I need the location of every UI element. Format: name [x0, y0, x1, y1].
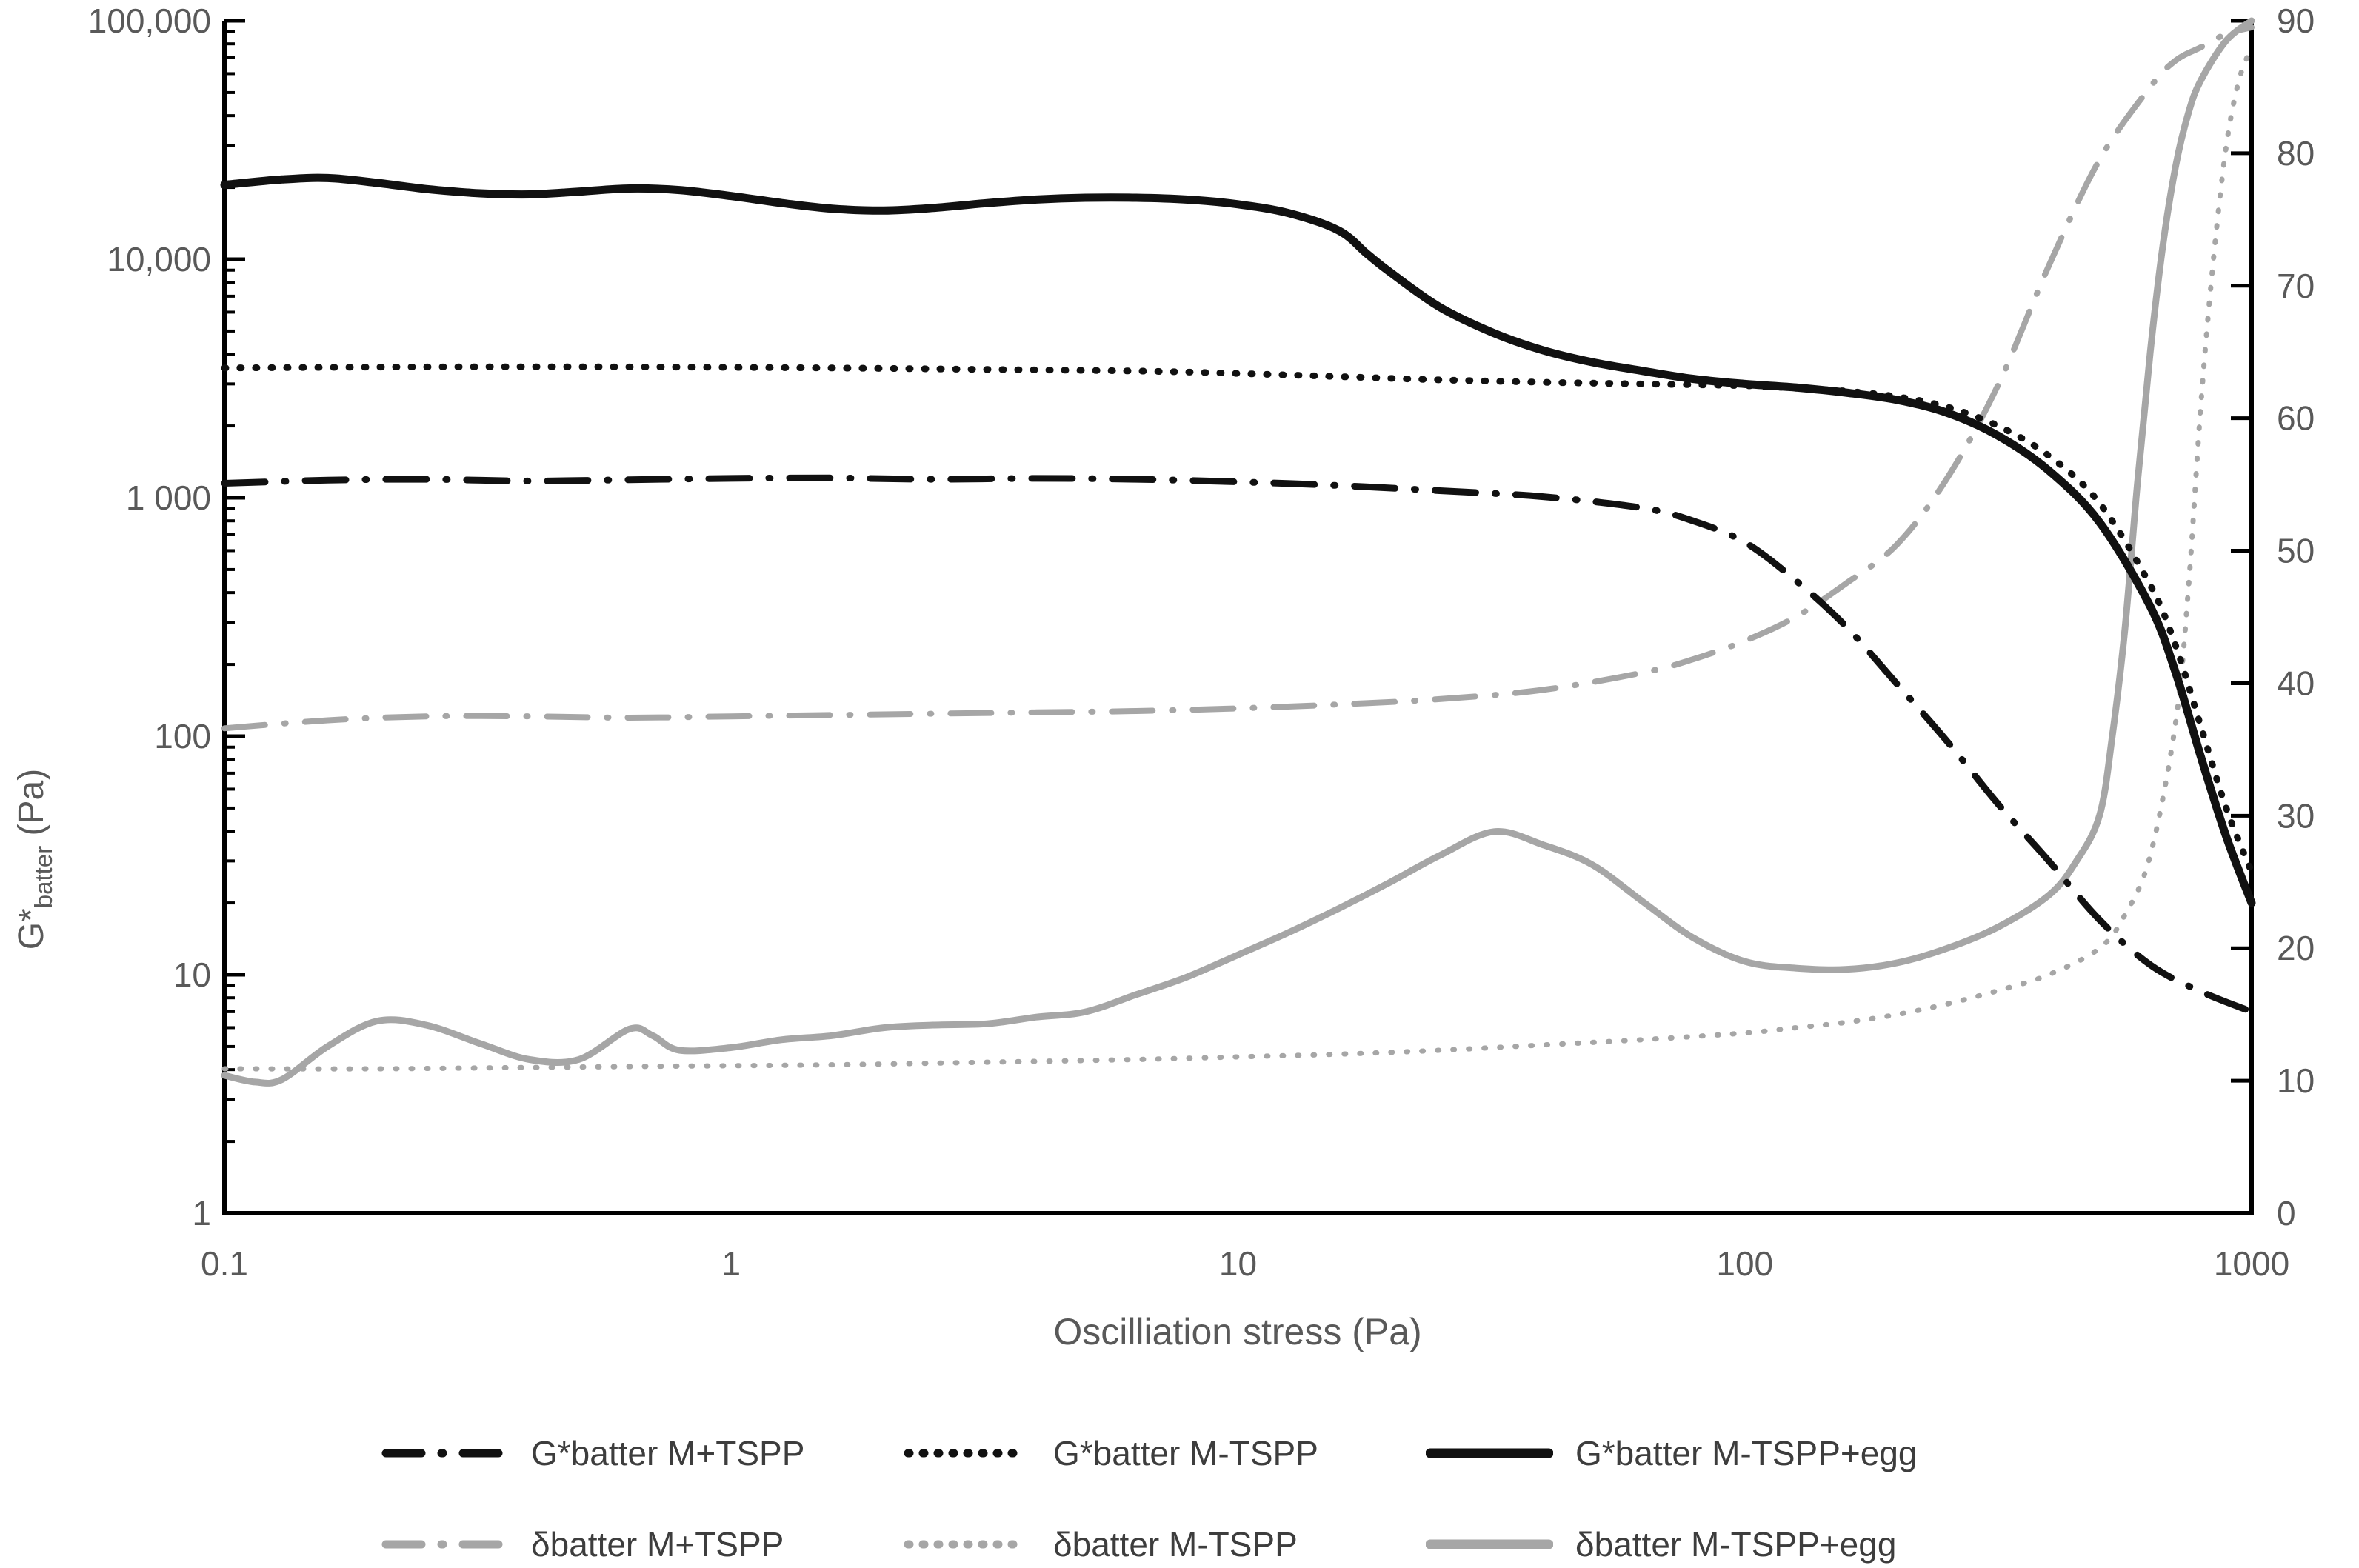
x-tick-label: 1	[721, 1244, 741, 1283]
series-lines-group	[220, 17, 2256, 1087]
series-line-delta-m-plus-tspp	[221, 24, 2255, 732]
y-axis-title-subscript: batter	[30, 846, 57, 908]
y-left-tick-label: 1	[192, 1194, 211, 1232]
y-right-tick-label: 0	[2277, 1194, 2296, 1232]
y-right-tick-label: 90	[2277, 1, 2315, 40]
y-right-tick-label: 70	[2277, 267, 2315, 305]
y-axis-title-prefix: G*	[12, 908, 51, 950]
y-right-tick-label: 80	[2277, 134, 2315, 173]
y-left-tick-label: 1 000	[126, 478, 211, 517]
x-axis-title: Oscilliation stress (Pa)	[1053, 1311, 1421, 1352]
y-left-tick-label: 100	[154, 717, 211, 755]
series-line-gstar-m-minus-tspp	[221, 363, 2255, 875]
x-tick-label: 100	[1716, 1244, 1773, 1283]
series-line-delta-m-minus-tspp	[221, 44, 2255, 1072]
y-right-tick-label: 50	[2277, 532, 2315, 570]
series-line-gstar-m-minus-tspp-egg	[220, 173, 2256, 907]
y-axis-title: G*batter (Pa)	[12, 769, 57, 950]
x-tick-label: 0.1	[201, 1244, 248, 1283]
y-right-tick-label: 60	[2277, 399, 2315, 438]
y-axis-title-suffix: (Pa)	[12, 769, 51, 846]
tick-labels-group: 1 10 100 1 000 10,000 100,000 0 10 20 30 40 50 60 70 8…	[88, 1, 2315, 1283]
y-left-tick-label: 10,000	[107, 240, 211, 278]
y-left-tick-label: 100,000	[88, 1, 211, 40]
tick-marks-group	[224, 19, 2252, 1215]
series-line-delta-m-minus-tspp-egg	[221, 17, 2255, 1087]
axes-group	[222, 21, 2254, 1215]
y-left-tick-label: 10	[173, 955, 211, 994]
y-right-tick-label: 40	[2277, 664, 2315, 702]
y-right-tick-label: 10	[2277, 1061, 2315, 1100]
x-tick-label: 10	[1219, 1244, 1257, 1283]
y-right-tick-label: 30	[2277, 796, 2315, 835]
series-line-gstar-m-plus-tspp	[221, 474, 2255, 1015]
x-tick-label: 1000	[2214, 1244, 2289, 1283]
y-right-tick-label: 20	[2277, 929, 2315, 967]
